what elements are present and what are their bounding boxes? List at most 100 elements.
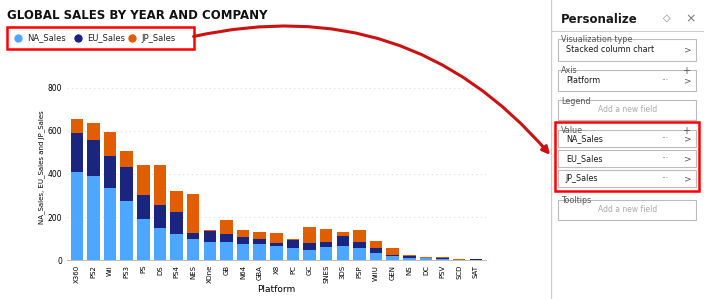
Bar <box>386 248 399 255</box>
Text: EU_Sales: EU_Sales <box>87 33 125 43</box>
Bar <box>253 244 266 260</box>
Bar <box>137 165 149 196</box>
Text: >: > <box>684 76 692 85</box>
Bar <box>137 219 149 260</box>
Text: +: + <box>682 66 690 76</box>
Text: Add a new field: Add a new field <box>598 105 657 114</box>
Bar <box>87 176 100 260</box>
Bar <box>353 248 365 260</box>
Bar <box>153 205 166 228</box>
Bar <box>253 232 266 239</box>
Bar <box>70 119 83 133</box>
Bar <box>153 228 166 260</box>
Text: NA_Sales: NA_Sales <box>27 33 66 43</box>
Bar <box>270 246 282 260</box>
Bar <box>370 248 382 253</box>
Bar <box>104 156 116 188</box>
Bar <box>337 237 349 246</box>
Bar <box>303 227 316 243</box>
Bar <box>403 257 415 260</box>
Bar <box>320 242 332 247</box>
Bar <box>220 220 233 234</box>
Bar <box>555 122 699 191</box>
Bar <box>70 133 83 172</box>
Text: Personalize: Personalize <box>561 13 638 26</box>
Text: Tooltips: Tooltips <box>561 196 591 205</box>
Text: JP_Sales: JP_Sales <box>142 33 175 43</box>
Bar <box>436 259 448 260</box>
Bar <box>203 242 216 260</box>
Text: Axis: Axis <box>561 66 578 75</box>
Bar <box>420 257 432 258</box>
Bar <box>303 250 316 260</box>
Text: ×: × <box>686 13 696 25</box>
Bar <box>436 258 448 259</box>
Text: Platform: Platform <box>566 76 600 85</box>
Bar <box>120 151 133 167</box>
Bar <box>287 239 299 240</box>
Text: ···: ··· <box>661 174 668 183</box>
Text: ◇: ◇ <box>662 13 670 22</box>
Text: JP_Sales: JP_Sales <box>566 174 598 183</box>
Bar <box>403 255 415 256</box>
Bar <box>386 257 399 260</box>
Bar <box>337 232 349 237</box>
Bar <box>220 242 233 260</box>
Bar <box>370 253 382 260</box>
FancyBboxPatch shape <box>558 170 696 187</box>
Text: ···: ··· <box>661 134 668 143</box>
Bar <box>120 167 133 201</box>
Bar <box>87 123 100 140</box>
Bar <box>436 257 448 258</box>
FancyBboxPatch shape <box>558 39 696 61</box>
Bar <box>170 191 183 212</box>
Bar <box>203 231 216 242</box>
Bar <box>303 243 316 250</box>
Bar <box>104 188 116 260</box>
Text: Value: Value <box>561 126 584 135</box>
X-axis label: Platform: Platform <box>257 285 296 294</box>
Text: >: > <box>684 154 692 163</box>
Bar <box>137 196 149 219</box>
Text: GLOBAL SALES BY YEAR AND COMPANY: GLOBAL SALES BY YEAR AND COMPANY <box>7 9 268 22</box>
FancyBboxPatch shape <box>558 130 696 147</box>
Bar <box>203 230 216 231</box>
Bar <box>337 246 349 260</box>
Bar <box>87 140 100 176</box>
Bar <box>403 256 415 257</box>
Bar <box>187 233 199 239</box>
Bar <box>170 212 183 234</box>
Bar <box>220 234 233 242</box>
Bar <box>120 201 133 260</box>
Bar <box>104 132 116 156</box>
FancyBboxPatch shape <box>558 100 696 120</box>
Text: ···: ··· <box>661 76 668 85</box>
Bar <box>287 240 299 248</box>
Bar <box>470 259 482 260</box>
Bar <box>287 248 299 260</box>
Bar <box>320 229 332 242</box>
Text: >: > <box>684 45 692 54</box>
Bar <box>370 241 382 248</box>
Text: ···: ··· <box>661 154 668 163</box>
Text: >: > <box>684 134 692 143</box>
Text: NA_Sales: NA_Sales <box>566 134 603 143</box>
Text: +: + <box>682 126 690 135</box>
Bar <box>70 172 83 260</box>
Bar <box>170 234 183 260</box>
FancyBboxPatch shape <box>558 200 696 220</box>
Text: Visualization type: Visualization type <box>561 35 633 44</box>
FancyBboxPatch shape <box>558 70 696 91</box>
Text: Stacked column chart: Stacked column chart <box>566 45 654 54</box>
Bar <box>386 255 399 257</box>
Bar <box>420 258 432 260</box>
Bar <box>237 230 249 237</box>
Bar <box>320 247 332 260</box>
Text: EU_Sales: EU_Sales <box>566 154 603 163</box>
Bar <box>237 244 249 260</box>
Text: >: > <box>684 174 692 183</box>
Bar <box>237 237 249 244</box>
Bar <box>187 239 199 260</box>
Text: Legend: Legend <box>561 97 591 106</box>
Bar <box>353 230 365 242</box>
